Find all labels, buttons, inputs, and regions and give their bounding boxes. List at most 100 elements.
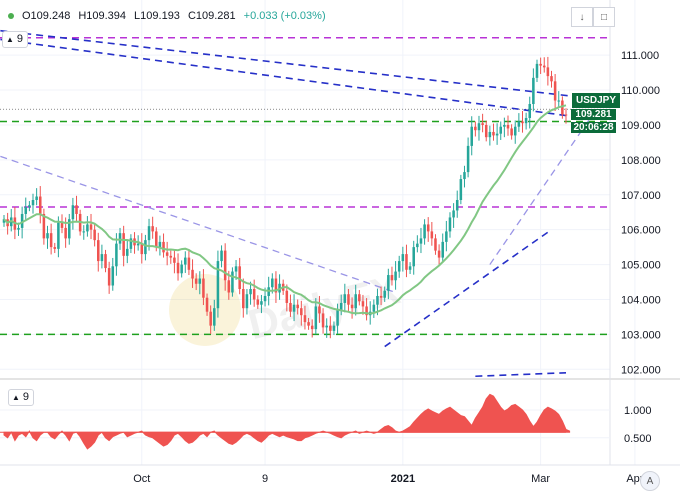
time-tick-label: 2021 <box>391 473 415 485</box>
candle-body <box>510 128 513 136</box>
candle-body <box>155 231 158 248</box>
candle-body <box>336 309 339 326</box>
candle-body <box>220 250 223 262</box>
candle-body <box>365 306 368 316</box>
candle-body <box>372 304 376 312</box>
candle-body <box>227 280 231 293</box>
candle-body <box>274 278 278 293</box>
candle-body <box>158 241 162 248</box>
candle-body <box>405 254 408 270</box>
candle-body <box>67 219 71 239</box>
candle-body <box>408 266 412 270</box>
candle-body <box>231 271 234 293</box>
candle-body <box>466 145 470 173</box>
maximize-pane-icon[interactable]: □ <box>593 7 615 27</box>
main-indicators-count: 9 <box>16 33 24 45</box>
candle-body <box>441 241 444 258</box>
candle-body <box>564 114 568 116</box>
candle-body <box>82 231 86 233</box>
trendlines <box>0 29 603 378</box>
candle-body <box>86 224 89 232</box>
candle-body <box>46 233 49 239</box>
candle-body <box>205 297 209 312</box>
price-tick-label: 104.000 <box>621 294 661 306</box>
candle-body <box>553 81 557 101</box>
candle-body <box>285 290 289 303</box>
oscillator-area <box>3 393 571 450</box>
candle-body <box>165 252 169 256</box>
symbol-tag: USDJPY <box>572 93 621 108</box>
candle-body <box>506 124 510 129</box>
candle-body <box>314 306 318 330</box>
last-price-tag: 109.281 <box>571 109 616 121</box>
market-status-dot <box>8 13 14 19</box>
candle-body <box>296 304 299 309</box>
price-tick-label: 108.000 <box>621 155 661 167</box>
main-indicators-toggle[interactable]: ▲ 9 <box>2 31 29 48</box>
time-tick-label: Oct <box>133 473 150 485</box>
auto-scale-button[interactable]: A <box>640 471 660 491</box>
candle-body <box>238 266 241 289</box>
candle-body <box>57 222 60 249</box>
trendline-steep-support <box>489 100 603 265</box>
candle-body <box>42 213 46 239</box>
candle-body <box>191 269 194 279</box>
time-tick-label: Apr <box>626 473 643 485</box>
candle-body <box>176 262 180 274</box>
candle-body <box>20 213 24 228</box>
candle-body <box>129 238 133 249</box>
candle-body <box>300 308 303 316</box>
move-down-icon[interactable]: ↓ <box>571 7 593 27</box>
candle-body <box>477 123 481 131</box>
candle-body <box>115 243 118 267</box>
candle-body <box>180 264 183 274</box>
candle-body <box>64 227 67 239</box>
candle-body <box>383 290 386 298</box>
sub-indicators-toggle[interactable]: ▲ 9 <box>8 389 35 406</box>
trendline-falling-support <box>0 155 396 294</box>
candle-body <box>343 294 347 303</box>
candlesticks <box>2 56 568 339</box>
candle-body <box>390 275 394 281</box>
candle-body <box>546 67 550 77</box>
pane-tools: ↓ □ <box>571 7 615 27</box>
oscillator-axis: 1.000 0.500 <box>624 405 652 445</box>
candle-body <box>249 289 252 295</box>
candle-body <box>303 315 307 323</box>
candle-body <box>376 295 379 305</box>
watermark-lion-circle <box>169 274 241 346</box>
osc-tick-label: 1.000 <box>624 405 652 417</box>
candle-body <box>289 302 292 312</box>
candle-body <box>488 131 492 138</box>
candle-body <box>455 200 459 211</box>
candle-body <box>292 304 296 312</box>
candle-body <box>213 308 216 326</box>
ohlc-legend: O109.248 H109.394 L109.193 C109.281 +0.0… <box>8 10 326 22</box>
candle-body <box>419 238 423 244</box>
legend-open: O109.248 <box>22 10 71 22</box>
candle-body <box>492 131 495 136</box>
candle-body <box>379 295 383 298</box>
candle-body <box>38 196 42 214</box>
candle-body <box>184 257 187 265</box>
candle-body <box>122 233 125 256</box>
candle-body <box>387 275 390 291</box>
candle-body <box>107 268 111 286</box>
candle-body <box>310 325 314 330</box>
candle-body <box>263 295 267 302</box>
candle-body <box>194 278 198 284</box>
candle-body <box>140 243 144 255</box>
candle-body <box>31 200 35 206</box>
horizontal-levels <box>0 36 610 336</box>
candle-body <box>202 278 205 298</box>
candle-body <box>318 306 321 314</box>
candle-body <box>173 257 176 263</box>
candle-body <box>484 124 488 138</box>
candle-body <box>126 248 129 256</box>
candle-body <box>528 104 532 118</box>
price-tick-label: 110.000 <box>621 85 660 97</box>
legend-change: +0.033 (+0.03%) <box>243 10 326 22</box>
candle-body <box>550 76 553 82</box>
candle-body <box>162 241 165 253</box>
candle-body <box>423 224 426 239</box>
